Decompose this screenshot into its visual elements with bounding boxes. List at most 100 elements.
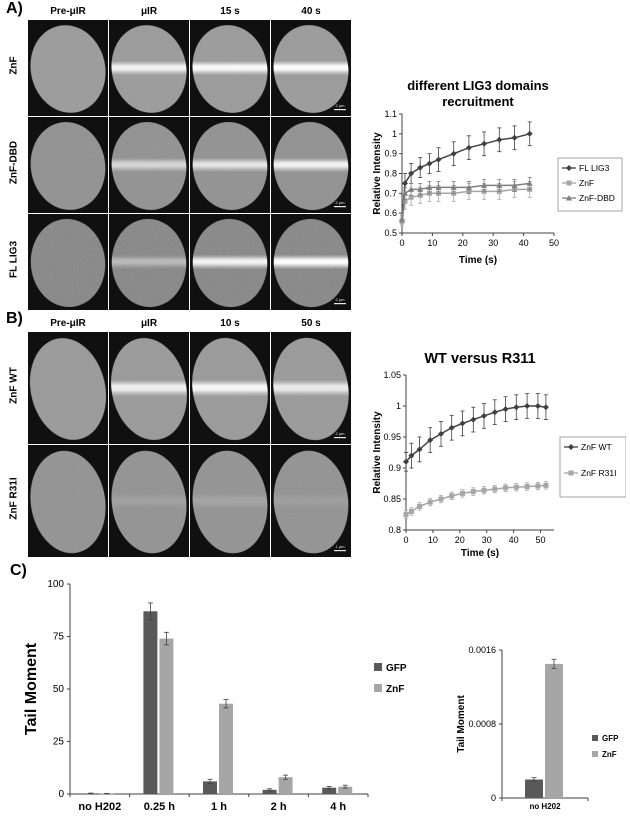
laser-stripe: [190, 62, 270, 74]
y-axis-label: Tail Moment: [23, 642, 40, 735]
series-GFP: [83, 602, 337, 795]
nucleus-image: 2 μm: [271, 214, 351, 310]
chart-title: WT versus R311: [424, 351, 535, 367]
bar: [203, 781, 217, 794]
legend-label: ZnF: [579, 178, 594, 188]
chart-tail-moment-noh202: Tail Moment 0 0.0008 0.0016 no H202 GFP ZnF: [448, 638, 628, 817]
y-tick-label: 0.8: [384, 169, 397, 179]
bar: [525, 779, 543, 798]
x-tick-label: 0: [399, 238, 404, 248]
column-header: Pre-μIR: [50, 6, 86, 17]
microscopy-cell: [28, 332, 108, 444]
row-label: ZnF: [8, 56, 20, 75]
scale-bar-label: 2 μm: [336, 200, 346, 205]
series-ZnF-DBD: [399, 177, 533, 224]
chart-tail-moment-timecourse: Tail Moment 0 25 50 75 100 no H202 0.25 h 1 h 2 h…: [18, 578, 438, 817]
nucleus-image: [28, 445, 108, 557]
laser-stripe: [109, 494, 189, 508]
category-label: no H202: [78, 801, 121, 813]
microscopy-cell: [190, 20, 270, 116]
laser-stripe: [109, 62, 189, 74]
x-tick-label: 40: [519, 238, 529, 248]
x-tick-label: 30: [488, 238, 498, 248]
y-tick-label: 1.05: [383, 370, 401, 380]
nucleus-image: [28, 214, 108, 310]
panel-c-label: C): [10, 562, 27, 579]
microscopy-cell: [109, 20, 189, 116]
series-ZnF-R31I: [403, 481, 549, 519]
y-tick-label: 0.5: [384, 228, 397, 238]
microscopy-cell: 2 μm: [271, 332, 351, 444]
nucleus-image: [190, 332, 270, 444]
y-tick-label: 50: [53, 684, 65, 695]
laser-stripe: [190, 256, 270, 268]
x-tick-label: 40: [509, 535, 519, 545]
y-tick-label: 100: [47, 579, 64, 590]
category-label: 2 h: [271, 801, 287, 813]
nucleus-image: [28, 20, 108, 116]
column-header: 50 s: [301, 318, 321, 329]
microscopy-cell: [28, 214, 108, 310]
nucleus-image: [109, 332, 189, 444]
panel-b-label: B): [6, 310, 23, 327]
nucleus: [30, 25, 106, 113]
scale-bar: [334, 437, 346, 439]
x-tick-label: 50: [549, 238, 559, 248]
laser-stripe: [271, 62, 351, 74]
laser-stripe: [271, 159, 351, 171]
chart-c2-svg: Tail Moment 0 0.0008 0.0016 no H202 GFP ZnF: [456, 645, 619, 811]
axes: [403, 374, 554, 533]
column-header: Pre-μIR: [50, 318, 86, 329]
legend-label: ZnF-DBD: [579, 193, 615, 203]
nucleus-image: [190, 214, 270, 310]
microscopy-cell: [190, 117, 270, 213]
panel-a-label: A): [6, 0, 23, 17]
bar: [322, 787, 337, 794]
legend-label: FL LIG3: [579, 163, 610, 173]
y-tick-label: 0: [58, 789, 64, 800]
scale-bar: [334, 303, 346, 305]
laser-stripe: [109, 381, 189, 395]
category-label: 1 h: [211, 801, 227, 813]
y-tick-label: 1: [396, 401, 401, 411]
y-tick-label: 0.8: [388, 525, 401, 535]
laser-stripe: [190, 494, 270, 508]
y-tick-label: 0.0016: [468, 645, 496, 655]
column-header: 15 s: [220, 6, 240, 17]
bar: [278, 777, 293, 794]
y-tick-label: 0.85: [383, 494, 401, 504]
microscopy-cell: 1 μm: [271, 445, 351, 557]
chart-lig3-domains-recruitment: different LIG3 domains recruitment 0.5 0.6 0…: [368, 52, 626, 272]
microscopy-cell: [190, 445, 270, 557]
column-header: μIR: [140, 6, 158, 17]
x-tick-label: 10: [428, 535, 438, 545]
scale-bar-label: 2 μm: [336, 431, 346, 436]
legend-label: ZnF WT: [581, 442, 612, 452]
y-tick-label: 0.6: [384, 208, 397, 218]
scale-bar-label: 1 μm: [336, 544, 346, 549]
series-FL-LIG3: [399, 121, 533, 226]
x-tick-label: 20: [458, 238, 468, 248]
y-axis-label: Relative Intensity: [372, 132, 383, 215]
y-tick-label: 0.95: [383, 432, 401, 442]
category-label: 4 h: [330, 801, 346, 813]
axes: [499, 649, 589, 801]
laser-stripe: [190, 159, 270, 171]
nucleus-image: [190, 445, 270, 557]
nucleus-image: [109, 117, 189, 213]
y-tick-label: 0.9: [384, 149, 397, 159]
legend-label: GFP: [602, 734, 619, 743]
laser-stripe: [272, 256, 350, 268]
nucleus-image: [190, 117, 270, 213]
legend-label: ZnF R31I: [581, 468, 616, 478]
x-axis-label: Time (s): [461, 548, 499, 559]
nucleus-image: [109, 445, 189, 557]
nucleus-image: [28, 332, 108, 444]
row-label: ZnF R31I: [8, 477, 20, 520]
legend: FL LIG3 ZnF ZnF-DBD: [557, 157, 623, 212]
row-label: ZnF WT: [8, 367, 20, 404]
row-label: ZnF-DBD: [8, 140, 20, 185]
y-tick-label: 0: [491, 793, 496, 803]
y-tick-label: 0.7: [384, 188, 397, 198]
x-tick-label: 0: [403, 535, 408, 545]
